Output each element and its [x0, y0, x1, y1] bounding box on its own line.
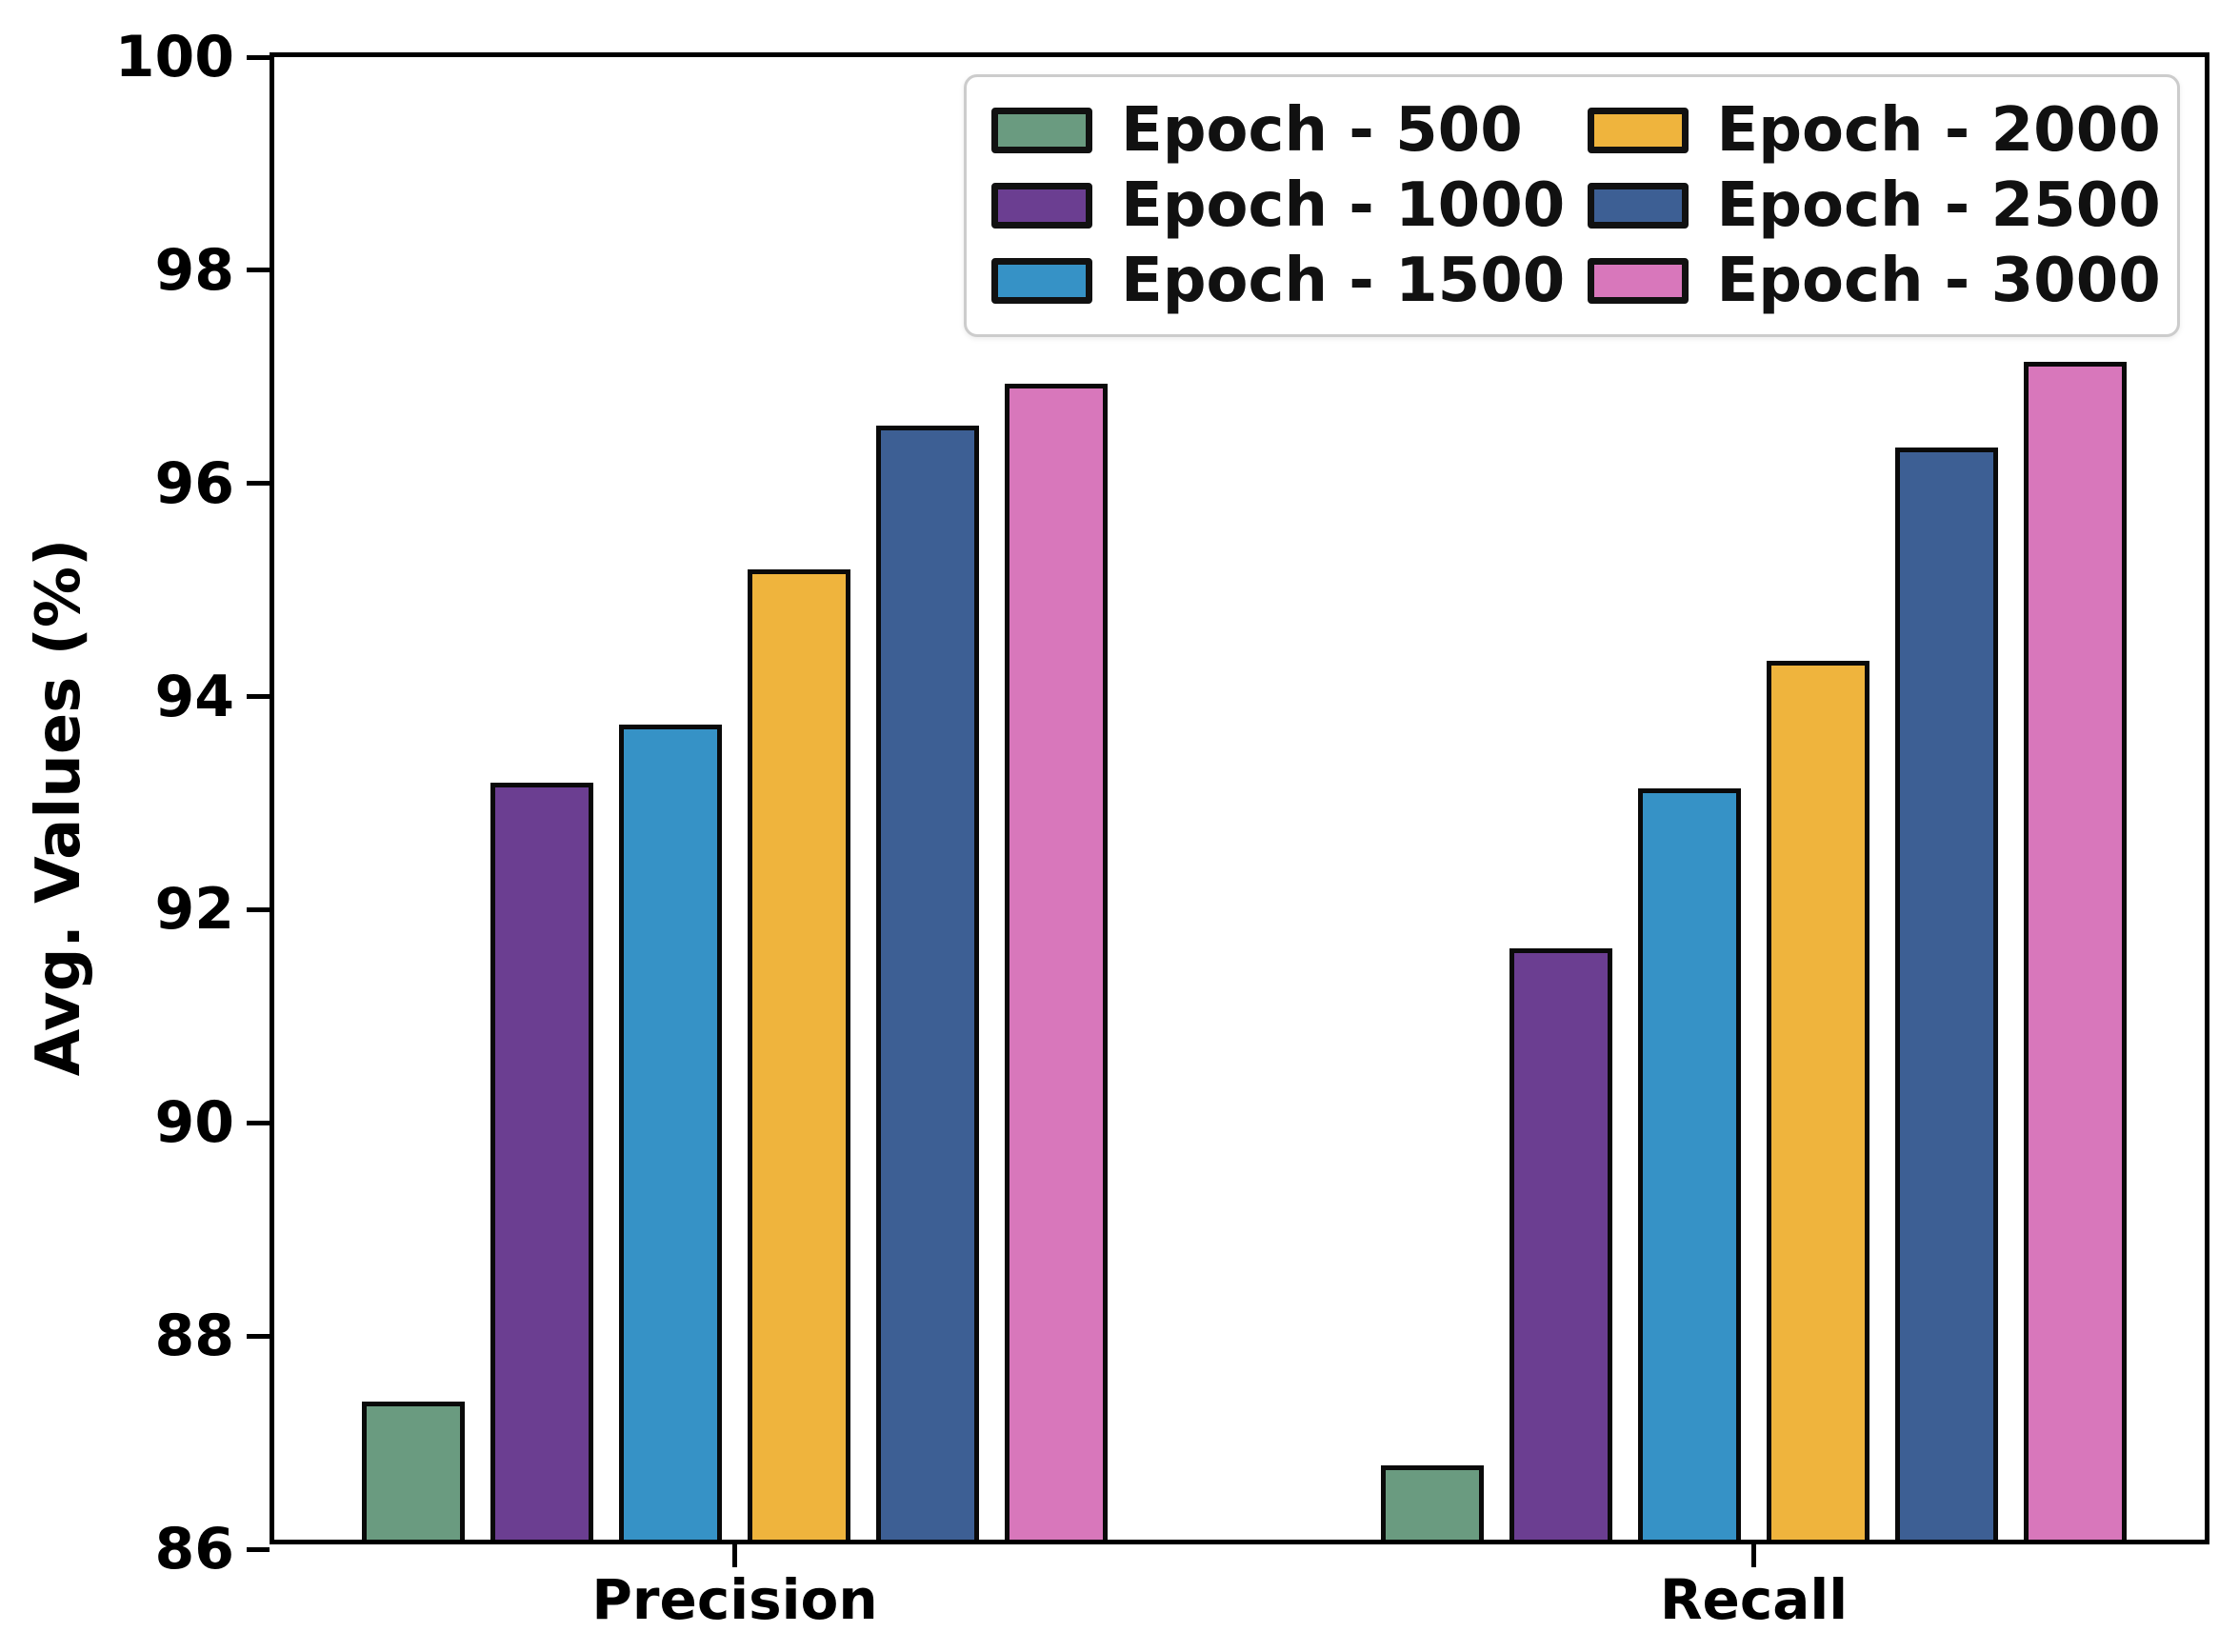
bar-epoch-2500-precision	[876, 426, 979, 1540]
bar-epoch-1000-precision	[490, 783, 593, 1540]
y-tick-mark-90	[247, 1120, 270, 1125]
legend-item-epoch-500: Epoch - 500	[991, 92, 1549, 168]
y-tick-label-100: 100	[114, 24, 234, 90]
x-tick-mark-precision	[732, 1544, 737, 1567]
x-tick-label-recall: Recall	[1659, 1567, 1849, 1632]
legend-label: Epoch - 500	[1121, 94, 1523, 166]
y-axis-label: Avg. Values (%)	[24, 538, 94, 1077]
y-tick-mark-94	[247, 694, 270, 700]
y-tick-label-98: 98	[154, 236, 235, 304]
y-tick-label-92: 92	[154, 876, 235, 944]
bar-epoch-500-recall	[1381, 1464, 1484, 1540]
legend-swatch-icon	[991, 107, 1092, 153]
legend-label: Epoch - 1000	[1121, 169, 1566, 241]
legend: Epoch - 500 Epoch - 1000 Epoch - 1500 Epoch…	[964, 74, 2180, 337]
legend-swatch-icon	[991, 258, 1092, 305]
y-tick-mark-100	[247, 54, 270, 60]
bar-epoch-1500-precision	[619, 724, 722, 1540]
y-tick-mark-92	[247, 906, 270, 912]
legend-item-epoch-1500: Epoch - 1500	[991, 244, 1565, 319]
y-tick-mark-98	[247, 268, 270, 273]
y-tick-label-88: 88	[154, 1303, 235, 1370]
legend-item-epoch-1000: Epoch - 1000	[991, 168, 1565, 243]
legend-swatch-icon	[1587, 182, 1689, 229]
legend-swatch-icon	[991, 182, 1092, 229]
x-tick-label-precision: Precision	[591, 1567, 878, 1632]
legend-label: Epoch - 1500	[1121, 246, 1566, 317]
legend-swatch-icon	[1587, 258, 1689, 305]
y-tick-label-90: 90	[154, 1089, 235, 1157]
bar-epoch-3000-recall	[2024, 362, 2127, 1540]
bar-epoch-1500-recall	[1638, 787, 1741, 1540]
bar-epoch-3000-precision	[1005, 383, 1108, 1540]
legend-item-epoch-2500: Epoch - 2500	[1587, 168, 2161, 243]
legend-label: Epoch - 2000	[1716, 94, 2161, 166]
legend-item-epoch-3000: Epoch - 3000	[1587, 244, 2161, 319]
bar-epoch-2000-recall	[1767, 660, 1869, 1540]
legend-label: Epoch - 2500	[1716, 169, 2161, 241]
legend-swatch-icon	[1587, 107, 1689, 153]
y-tick-mark-96	[247, 481, 270, 487]
x-tick-mark-recall	[1751, 1544, 1756, 1567]
y-tick-mark-86	[247, 1546, 270, 1552]
bar-epoch-1000-recall	[1509, 947, 1612, 1540]
bar-epoch-2500-recall	[1895, 447, 1998, 1540]
legend-item-epoch-2000: Epoch - 2000	[1587, 92, 2161, 168]
y-tick-label-96: 96	[154, 449, 235, 517]
y-tick-mark-88	[247, 1333, 270, 1339]
bar-epoch-2000-precision	[748, 569, 850, 1540]
y-tick-label-94: 94	[154, 663, 235, 730]
legend-label: Epoch - 3000	[1716, 246, 2161, 317]
bar-epoch-500-precision	[362, 1401, 465, 1540]
y-tick-label-86: 86	[154, 1516, 235, 1582]
